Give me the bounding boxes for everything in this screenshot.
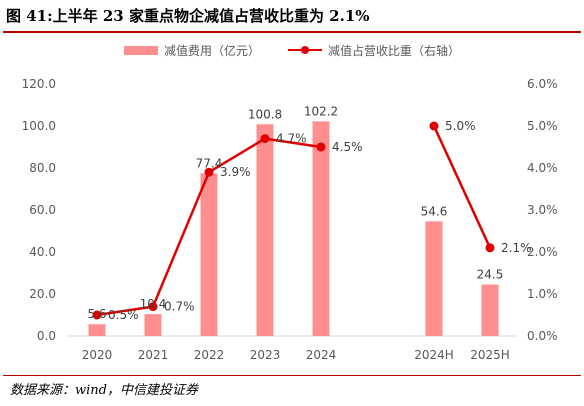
combo-chart: 0.0 20.0 40.0 60.0 80.0 100.0 120.0 0.0% 1.0% 2.0…	[22, 77, 558, 362]
y-right-tick-label: 6.0%	[527, 77, 558, 91]
ratio-point	[429, 121, 439, 131]
legend-line-swatch	[288, 45, 322, 55]
bar-data-label: 24.5	[477, 268, 504, 282]
y-right-tick-label: 1.0%	[527, 287, 558, 301]
ratio-data-label: 4.7%	[276, 132, 307, 146]
ratio-point	[485, 243, 495, 253]
x-tick-label: 2025H	[470, 348, 510, 362]
ratio-data-label: 5.0%	[445, 119, 476, 133]
x-tick-label: 2024H	[414, 348, 454, 362]
legend: 减值费用（亿元） 减值占营收比重（右轴）	[0, 40, 584, 60]
legend-item-bar: 减值费用（亿元）	[123, 42, 260, 59]
bar-data-label: 102.2	[304, 104, 338, 118]
ratio-data-label: 0.7%	[164, 300, 195, 314]
ratio-point	[148, 302, 158, 312]
legend-item-line: 减值占营收比重（右轴）	[288, 42, 460, 59]
y-left-tick-label: 60.0	[29, 203, 56, 217]
ratio-data-label: 3.9%	[220, 165, 251, 179]
bar-data-label: 54.6	[421, 204, 448, 218]
y-left-tick-label: 80.0	[29, 161, 56, 175]
y-left-tick-label: 20.0	[29, 287, 56, 301]
legend-bar-swatch	[123, 45, 158, 55]
bar	[481, 284, 499, 336]
bar-data-label: 10.4	[140, 297, 167, 311]
y-right-tick-label: 5.0%	[527, 119, 558, 133]
x-tick-label: 2024	[306, 348, 337, 362]
bar-data-label: 100.8	[248, 107, 282, 121]
bar	[200, 173, 218, 336]
y-right-tick-label: 3.0%	[527, 203, 558, 217]
bar-data-label: 5.6	[87, 307, 106, 321]
title-rule	[3, 31, 581, 33]
source-note: 数据来源：wind，中信建投证券	[10, 383, 198, 398]
bar	[312, 121, 330, 336]
y-left-tick-label: 0.0	[37, 329, 56, 343]
ratio-data-label: 4.5%	[332, 140, 363, 154]
bar-data-label: 77.4	[196, 156, 223, 170]
bar	[425, 221, 443, 336]
ratio-point	[260, 134, 270, 144]
y-right-tick-label: 2.0%	[527, 245, 558, 259]
y-left-tick-label: 100.0	[22, 119, 56, 133]
chart-title: 图 41:上半年 23 家重点物企减值占营收比重为 2.1%	[6, 7, 370, 25]
x-tick-label: 2021	[138, 348, 169, 362]
ratio-data-label: 0.5%	[108, 308, 139, 322]
y-left-tick-label: 120.0	[22, 77, 56, 91]
y-right-tick-label: 0.0%	[527, 329, 558, 343]
ratio-point	[92, 310, 102, 320]
x-tick-label: 2020	[82, 348, 113, 362]
x-tick-label: 2022	[194, 348, 225, 362]
footer-rule	[3, 375, 581, 376]
ratio-point	[204, 167, 214, 177]
legend-bar-label: 减值费用（亿元）	[163, 43, 260, 58]
legend-line-label: 减值占营收比重（右轴）	[328, 43, 461, 58]
y-left-tick-label: 40.0	[29, 245, 56, 259]
ratio-data-label: 2.1%	[501, 241, 532, 255]
y-right-tick-label: 4.0%	[527, 161, 558, 175]
ratio-line-segment	[432, 125, 492, 249]
x-tick-label: 2023	[250, 348, 281, 362]
bar	[144, 314, 162, 336]
bar	[88, 324, 106, 336]
ratio-point	[316, 142, 326, 152]
bar	[256, 124, 274, 336]
